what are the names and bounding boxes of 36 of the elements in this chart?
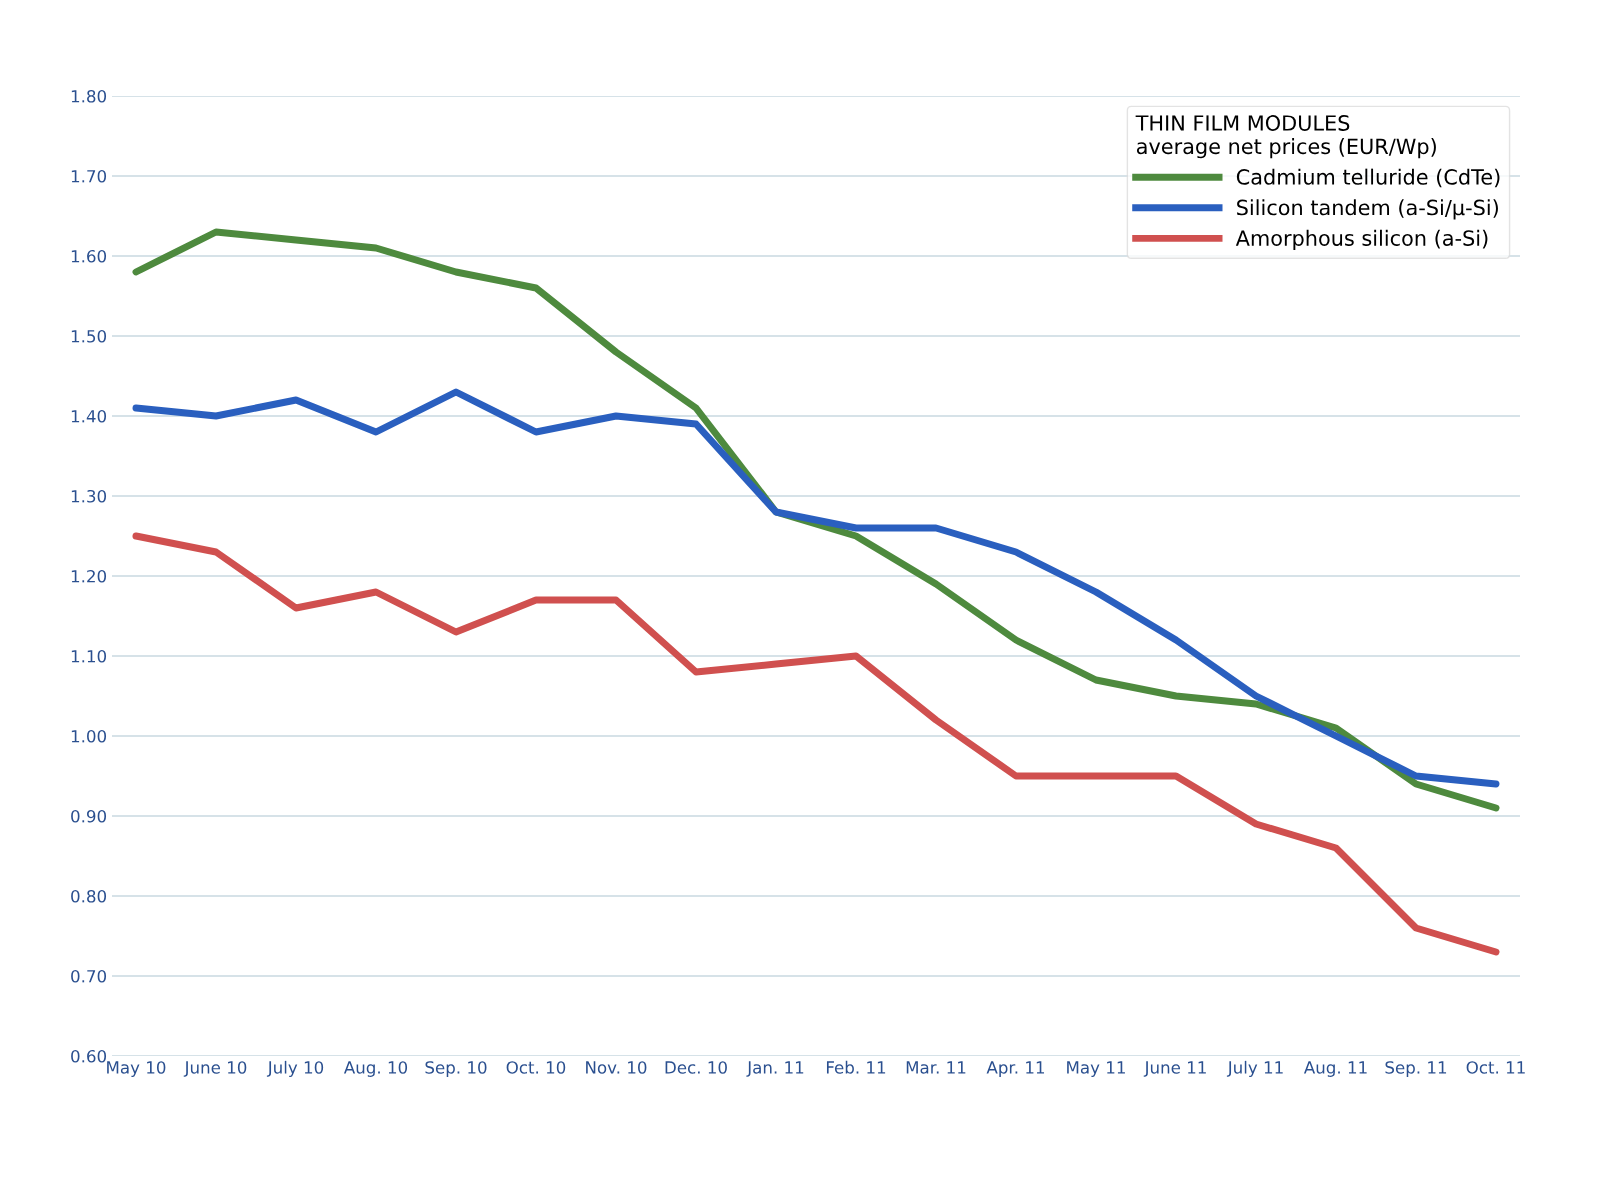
y-tick-label: 0.60 bbox=[71, 1049, 107, 1063]
x-tick-label: June 10 bbox=[183, 1061, 247, 1077]
y-tick-label: 1.80 bbox=[71, 89, 107, 103]
y-tick-label: 1.00 bbox=[71, 729, 107, 743]
x-tick-label: Dec. 10 bbox=[665, 1061, 727, 1074]
y-tick-label: 1.70 bbox=[71, 169, 107, 183]
x-tick-label: Sep. 11 bbox=[1385, 1061, 1447, 1077]
y-tick-label: 1.20 bbox=[71, 569, 107, 583]
x-tick-label: Oct. 11 bbox=[1466, 1061, 1525, 1074]
y-tick-label: 0.90 bbox=[71, 809, 107, 823]
y-tick-label: 1.60 bbox=[71, 249, 107, 263]
legend-label: Silicon tandem (a-Si/µ-Si) bbox=[1237, 199, 1498, 220]
x-tick-label: Aug. 11 bbox=[1303, 1061, 1367, 1077]
x-tick-label: May 11 bbox=[1067, 1061, 1125, 1077]
y-tick-label: 1.50 bbox=[71, 329, 107, 343]
x-tick-label: Apr. 11 bbox=[986, 1061, 1045, 1077]
x-tick-label: Oct. 10 bbox=[506, 1061, 566, 1074]
y-tick-label: 1.40 bbox=[71, 409, 107, 423]
x-tick-label: July 11 bbox=[1226, 1060, 1283, 1077]
x-tick-label: Aug. 10 bbox=[343, 1061, 408, 1077]
y-tick-label: 0.80 bbox=[71, 889, 107, 903]
y-tick-label: 0.70 bbox=[71, 969, 107, 983]
x-tick-label: Sep. 10 bbox=[425, 1061, 487, 1077]
y-tick-label: 1.10 bbox=[71, 649, 107, 663]
x-tick-label: July 10 bbox=[266, 1060, 324, 1077]
y-tick-label: 1.30 bbox=[71, 489, 107, 503]
legend-title: THIN FILM MODULES bbox=[1135, 115, 1350, 131]
legend-label: Cadmium telluride (CdTe) bbox=[1236, 168, 1500, 188]
x-tick-label: Mar. 11 bbox=[906, 1061, 966, 1074]
legend-label: Amorphous silicon (a-Si) bbox=[1235, 229, 1488, 250]
x-tick-label: Feb. 11 bbox=[826, 1060, 886, 1074]
x-tick-label: June 11 bbox=[1143, 1061, 1206, 1077]
x-tick-label: Jan. 11 bbox=[746, 1061, 804, 1077]
x-tick-label: May 10 bbox=[107, 1061, 166, 1077]
text: average net prices (EUR/Wp) bbox=[1136, 138, 1436, 159]
x-tick-label: Nov. 10 bbox=[586, 1061, 647, 1074]
